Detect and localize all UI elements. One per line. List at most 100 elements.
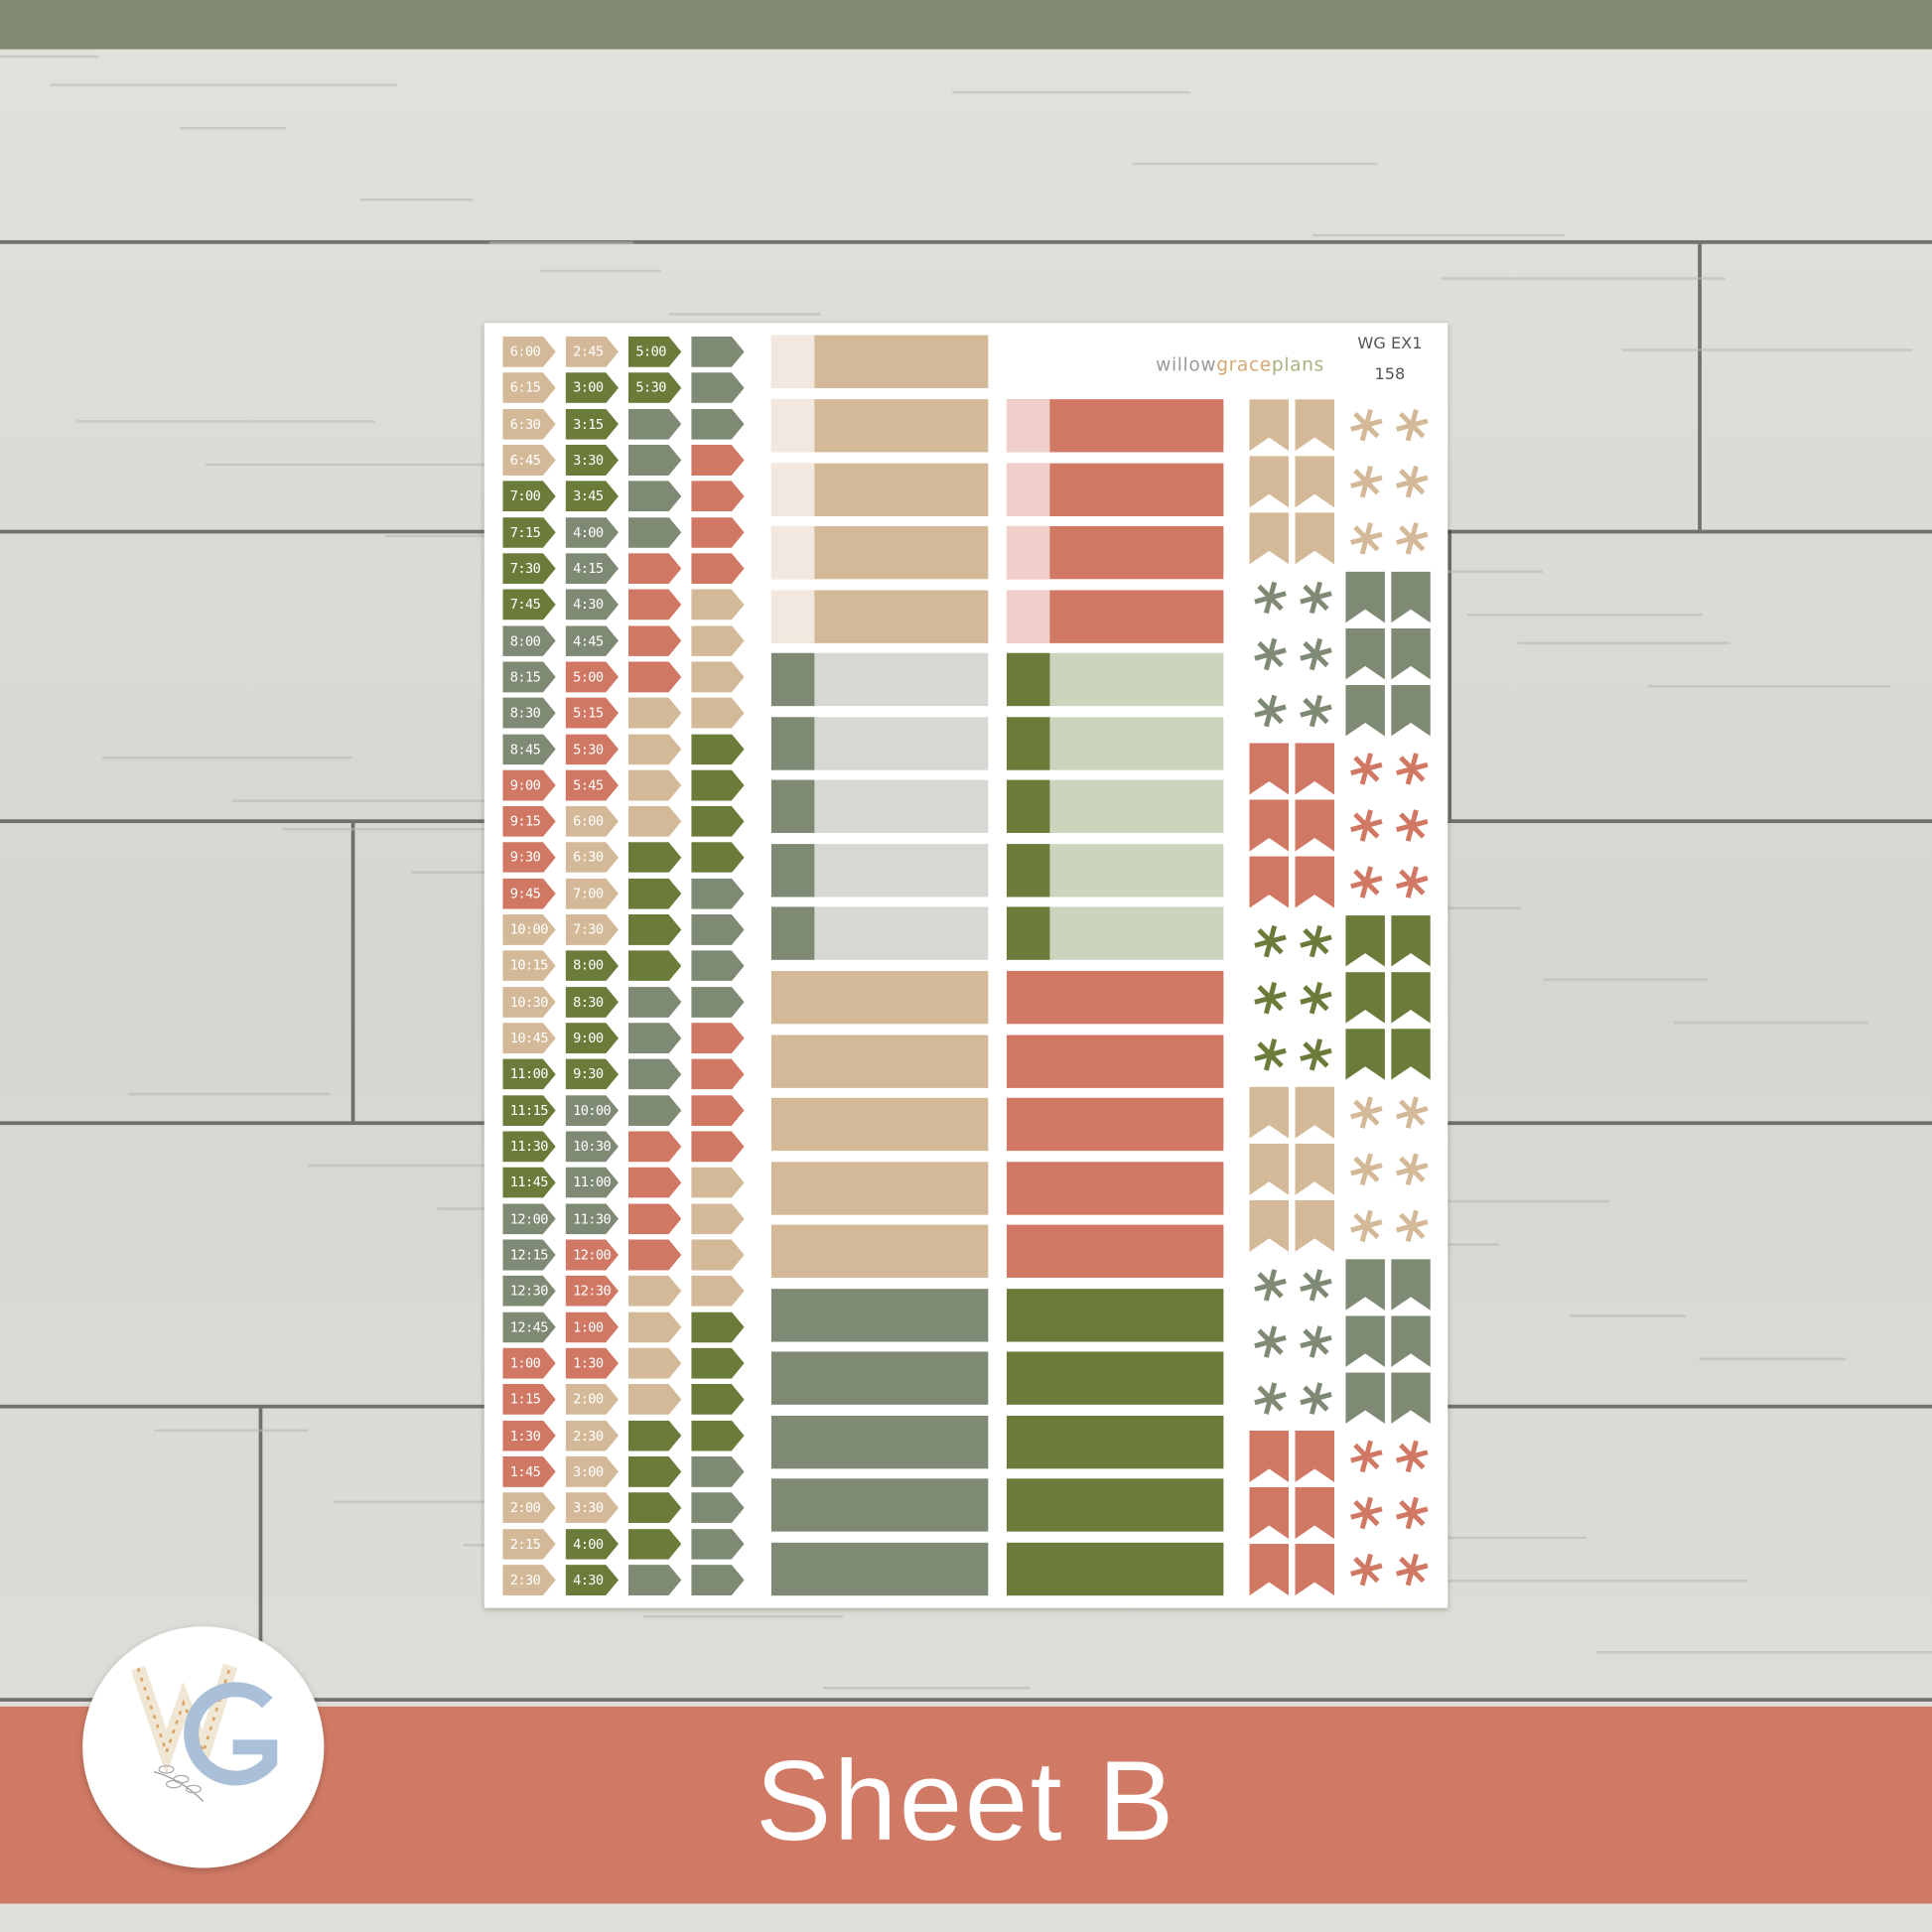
asterisk-icon [1299, 693, 1333, 728]
box-sticker [1006, 906, 1224, 961]
time-tag-sticker: 4:15 [565, 553, 620, 585]
time-label: 1:00 [509, 1355, 541, 1372]
time-label: 6:30 [509, 416, 541, 433]
box-sticker [1006, 970, 1224, 1025]
time-tag-sticker [627, 697, 682, 729]
box-sticker-strip [770, 652, 815, 707]
wood-grain [206, 463, 535, 467]
time-tag-sticker: 8:00 [565, 950, 620, 982]
box-sticker-strip [1006, 843, 1050, 897]
time-tag-sticker [691, 1058, 745, 1090]
time-tag-sticker: 10:00 [565, 1094, 620, 1126]
asterisk-icon [1299, 580, 1333, 615]
time-tag-sticker [627, 1347, 682, 1379]
box-sticker [770, 1034, 989, 1088]
box-sticker [770, 1097, 989, 1152]
asterisk-icon [1253, 636, 1288, 671]
time-tag-sticker: 12:00 [502, 1203, 556, 1235]
wood-grain [1467, 614, 1704, 617]
sheet-number: 158 [1374, 365, 1406, 385]
time-tag-sticker [691, 1311, 745, 1343]
top-bar [0, 0, 1932, 50]
flag-sticker [1295, 512, 1335, 565]
asterisk-icon [1253, 580, 1288, 615]
wood-grain [282, 827, 540, 831]
flag-sticker [1295, 456, 1335, 508]
plank-seam [350, 823, 355, 1122]
box-sticker [770, 1288, 989, 1342]
time-tag-sticker [627, 1311, 682, 1343]
asterisk-icon [1253, 980, 1288, 1015]
time-label: 6:00 [509, 344, 541, 360]
asterisk-icon [1253, 1267, 1288, 1302]
time-tag-sticker: 12:15 [502, 1239, 556, 1271]
flag-sticker [1345, 1371, 1385, 1425]
time-label: 12:30 [573, 1283, 612, 1300]
time-label: 11:30 [509, 1138, 549, 1155]
time-label: 1:15 [509, 1391, 541, 1408]
asterisk-icon [1349, 1440, 1384, 1474]
time-tag-sticker: 2:00 [565, 1384, 620, 1416]
time-tag-sticker: 11:30 [565, 1203, 620, 1235]
time-label: 12:15 [509, 1246, 549, 1264]
wood-grain [1673, 1021, 1868, 1025]
time-tag-sticker [627, 842, 682, 874]
wood-grain [1544, 978, 1709, 981]
plank-seam [1448, 529, 1451, 820]
time-tag-sticker: 10:45 [502, 1023, 556, 1054]
time-label: 8:45 [509, 741, 541, 758]
time-label: 9:30 [509, 849, 541, 866]
time-tag-sticker: 10:30 [565, 1131, 620, 1163]
time-tag-sticker: 6:15 [502, 372, 556, 404]
time-label: 4:15 [573, 560, 604, 577]
time-tag-sticker [691, 914, 745, 946]
flag-sticker [1249, 799, 1290, 852]
time-tag-sticker: 8:15 [502, 661, 556, 693]
wood-grain [1311, 233, 1566, 237]
time-tag-sticker: 8:30 [502, 697, 556, 729]
box-sticker [1006, 1224, 1224, 1279]
banner-title: Sheet B [756, 1738, 1176, 1864]
wood-grain [1442, 277, 1725, 280]
flag-sticker [1391, 627, 1431, 680]
time-label: 7:30 [573, 921, 604, 938]
asterisk-icon [1395, 865, 1430, 899]
flag-sticker [1345, 684, 1385, 737]
box-sticker [770, 1224, 989, 1279]
time-tag-sticker [691, 842, 745, 874]
box-sticker [770, 1161, 989, 1215]
wood-grain [128, 1092, 331, 1096]
time-tag-sticker [627, 1384, 682, 1416]
time-label: 6:15 [509, 379, 541, 396]
time-tag-sticker [627, 734, 682, 765]
time-label: 12:45 [509, 1318, 549, 1335]
sheet-code: WG EX1 [1357, 335, 1423, 354]
time-tag-sticker: 2:45 [565, 336, 620, 367]
time-tag-sticker: 12:30 [565, 1275, 620, 1307]
flag-sticker [1391, 1371, 1431, 1425]
asterisk-icon [1349, 465, 1384, 499]
time-label: 10:00 [509, 921, 549, 938]
flag-sticker [1345, 571, 1385, 623]
time-tag-sticker: 5:00 [627, 336, 682, 367]
time-label: 10:15 [509, 957, 549, 974]
time-tag-sticker: 2:30 [565, 1420, 620, 1451]
time-tag-sticker [627, 1455, 682, 1487]
time-label: 4:30 [573, 596, 604, 614]
time-tag-sticker: 1:00 [502, 1347, 556, 1379]
time-label: 7:00 [573, 886, 604, 902]
time-label: 10:30 [509, 994, 549, 1011]
time-tag-sticker [627, 950, 682, 982]
wood-grain [75, 420, 375, 423]
time-tag-sticker: 11:45 [502, 1167, 556, 1198]
time-label: 4:45 [573, 632, 604, 649]
time-label: 12:00 [573, 1246, 612, 1264]
time-tag-sticker [691, 1275, 745, 1307]
flag-sticker [1295, 1430, 1335, 1483]
time-tag-sticker [627, 661, 682, 693]
time-tag-sticker [691, 624, 745, 656]
time-tag-sticker: 1:15 [502, 1384, 556, 1416]
time-tag-sticker: 6:00 [502, 336, 556, 367]
box-sticker-strip [770, 779, 815, 834]
asterisk-icon [1349, 521, 1384, 556]
